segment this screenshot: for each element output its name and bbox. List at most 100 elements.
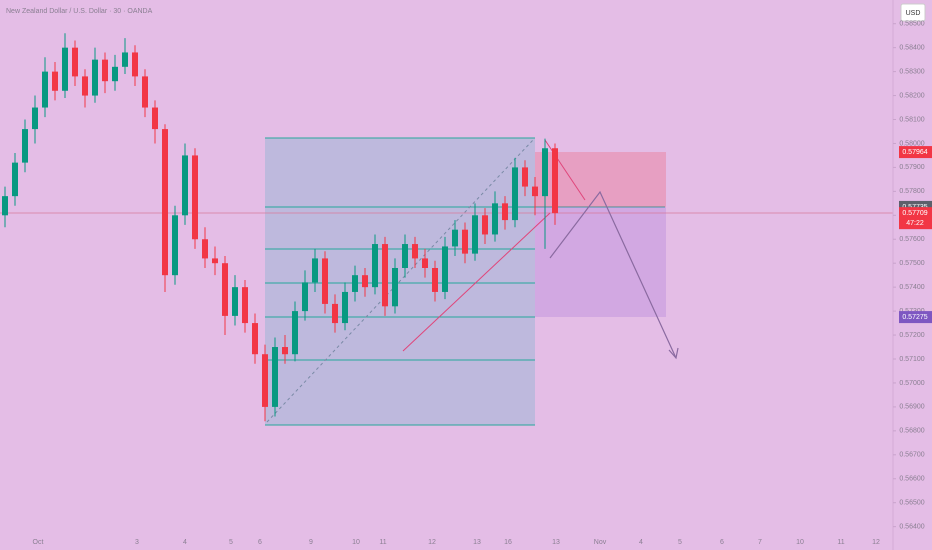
candle-body: [102, 59, 108, 82]
y-tick-label: 0.58500: [899, 21, 924, 28]
price-tag: [899, 146, 932, 159]
candle-body: [52, 71, 58, 91]
candle-body: [382, 244, 388, 307]
x-tick-label: Nov: [594, 539, 607, 546]
candle-body: [82, 76, 88, 96]
y-tick-label: 0.56800: [899, 428, 924, 435]
candle-body: [272, 347, 278, 407]
y-tick-label: 0.57200: [899, 332, 924, 339]
y-tick-label: 0.58300: [899, 68, 924, 75]
y-tick-label: 0.58200: [899, 92, 924, 99]
y-tick-label: 0.58400: [899, 45, 924, 52]
x-tick-label: 11: [379, 539, 386, 546]
y-tick-label: 0.58100: [899, 116, 924, 123]
fib-diagonal: [266, 139, 534, 423]
candle-body: [72, 47, 78, 77]
candle-body: [552, 148, 558, 214]
candle-body: [162, 129, 168, 276]
candle-body: [182, 155, 188, 216]
x-tick-label: 5: [229, 539, 233, 546]
y-tick-label: 0.56900: [899, 404, 924, 411]
candle-body: [212, 258, 218, 264]
candle-body: [462, 229, 468, 254]
candle-body: [472, 215, 478, 254]
y-tick-label: 0.57800: [899, 188, 924, 195]
x-tick-label: 6: [720, 539, 724, 546]
x-tick-label: 11: [837, 539, 844, 546]
price-tag: [899, 207, 932, 230]
trend-line: [402, 212, 551, 352]
price-tag-label: 0.57964: [902, 149, 927, 156]
projection-arrow: [549, 190, 677, 359]
candle-body: [362, 275, 368, 288]
y-tick-label: 0.57600: [899, 236, 924, 243]
candle-body: [92, 59, 98, 96]
x-tick-label: 13: [473, 539, 481, 546]
candle-body: [172, 215, 178, 276]
y-tick-label: 0.56400: [899, 523, 924, 530]
candle-body: [62, 47, 68, 91]
candle-body: [282, 347, 288, 355]
candle-body: [42, 71, 48, 108]
x-tick-label: Oct: [33, 539, 44, 546]
candle-body: [292, 311, 298, 355]
candle-body: [152, 107, 158, 130]
x-tick-label: 10: [796, 539, 804, 546]
candle-body: [402, 244, 408, 268]
x-tick-label: 10: [352, 539, 360, 546]
y-tick-label: 0.58000: [899, 140, 924, 147]
candle-body: [392, 267, 398, 307]
y-tick-label: 0.56600: [899, 476, 924, 483]
x-tick-label: 3: [135, 539, 139, 546]
x-tick-label: 12: [872, 539, 880, 546]
candle-body: [192, 155, 198, 240]
candle-body: [22, 129, 28, 163]
candle-body: [422, 258, 428, 268]
candle-body: [32, 107, 38, 130]
candle-body: [522, 167, 528, 187]
candle-body: [132, 52, 138, 77]
candle-body: [442, 246, 448, 292]
candle-body: [302, 282, 308, 312]
candle-body: [512, 167, 518, 221]
currency-box[interactable]: [900, 3, 926, 22]
candle-body: [542, 148, 548, 197]
arrow-head: [668, 347, 679, 360]
candle-body: [112, 66, 118, 82]
y-tick-label: 0.57500: [899, 260, 924, 267]
price-tag: [899, 311, 932, 324]
x-tick-label: 13: [552, 539, 560, 546]
price-tag-label: 0.57709: [902, 210, 927, 217]
candle-body: [502, 203, 508, 221]
chart-title: New Zealand Dollar / U.S. Dollar · 30 · …: [6, 8, 153, 15]
candle-body: [312, 258, 318, 283]
x-tick-label: 6: [258, 539, 262, 546]
y-tick-label: 0.56500: [899, 500, 924, 507]
candle-body: [412, 244, 418, 259]
candle-body: [532, 186, 538, 197]
y-tick-label: 0.56700: [899, 452, 924, 459]
x-tick-label: 16: [504, 539, 512, 546]
y-tick-label: 0.57100: [899, 356, 924, 363]
target-zone: [535, 207, 666, 317]
candle-body: [352, 275, 358, 292]
candle-body: [242, 287, 248, 324]
price-tag-label: 0.57275: [902, 314, 927, 321]
candle-body: [492, 203, 498, 235]
y-tick-label: 0.57400: [899, 284, 924, 291]
fib-levels: [265, 137, 665, 426]
x-tick-label: 12: [428, 539, 436, 546]
x-tick-label: 7: [758, 539, 762, 546]
x-tick-label: 4: [183, 539, 187, 546]
candle-body: [372, 244, 378, 288]
y-tick-label: 0.57000: [899, 380, 924, 387]
candle-body: [262, 354, 268, 407]
candle-body: [12, 162, 18, 197]
countdown: 47:22: [906, 220, 924, 227]
candle-body: [2, 196, 8, 216]
candle-body: [232, 287, 238, 316]
candle-body: [332, 303, 338, 324]
candle-body: [452, 229, 458, 247]
